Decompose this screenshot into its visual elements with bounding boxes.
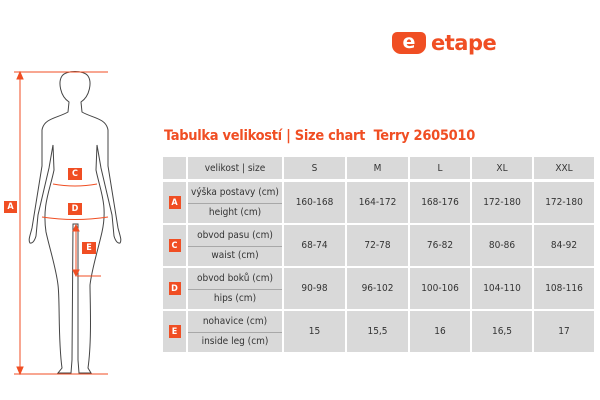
label-czech: výška postavy (cm) xyxy=(188,182,282,204)
corner-cell xyxy=(163,157,186,179)
value-cell: 160-168 xyxy=(284,182,345,223)
body-figure xyxy=(14,70,122,376)
value-cell: 100-106 xyxy=(410,268,470,309)
measurement-badge: E xyxy=(168,325,181,338)
row-label: obvod pasu (cm) waist (cm) xyxy=(188,225,282,266)
figure-label-d: D xyxy=(68,203,82,215)
figure-label-a: A xyxy=(4,201,17,213)
value-cell: 172-180 xyxy=(534,182,594,223)
value-cell: 108-116 xyxy=(534,268,594,309)
value-cell: 76-82 xyxy=(410,225,470,266)
badge-cell: E xyxy=(163,311,186,352)
value-cell: 168-176 xyxy=(410,182,470,223)
page-title: Tabulka velikostí | Size chart Terry 260… xyxy=(164,128,475,144)
row-label: nohavice (cm) inside leg (cm) xyxy=(188,311,282,352)
value-cell: 172-180 xyxy=(472,182,532,223)
value-cell: 68-74 xyxy=(284,225,345,266)
size-column-header: S xyxy=(284,157,345,179)
value-cell: 15 xyxy=(284,311,345,352)
label-english: waist (cm) xyxy=(211,250,259,262)
figure-label-e: E xyxy=(82,242,96,254)
measurement-badge: A xyxy=(168,196,181,209)
label-czech: obvod boků (cm) xyxy=(188,268,282,290)
value-cell: 104-110 xyxy=(472,268,532,309)
body-outline xyxy=(28,71,122,374)
value-cell: 17 xyxy=(534,311,594,352)
value-cell: 164-172 xyxy=(347,182,408,223)
value-cell: 72-78 xyxy=(347,225,408,266)
value-cell: 96-102 xyxy=(347,268,408,309)
label-czech: nohavice (cm) xyxy=(188,311,282,333)
logo-mark: e xyxy=(392,32,426,54)
label-english: inside leg (cm) xyxy=(201,336,269,348)
measurement-badge: C xyxy=(168,239,181,252)
badge-cell: A xyxy=(163,182,186,223)
value-cell: 16,5 xyxy=(472,311,532,352)
row-label: obvod boků (cm) hips (cm) xyxy=(188,268,282,309)
label-english: height (cm) xyxy=(208,207,262,219)
row-label: výška postavy (cm) height (cm) xyxy=(188,182,282,223)
size-column-header: XL xyxy=(472,157,532,179)
value-cell: 15,5 xyxy=(347,311,408,352)
size-column-header: L xyxy=(410,157,470,179)
value-cell: 16 xyxy=(410,311,470,352)
badge-cell: D xyxy=(163,268,186,309)
value-cell: 90-98 xyxy=(284,268,345,309)
figure-label-c: C xyxy=(68,168,82,180)
size-column-header: M xyxy=(347,157,408,179)
value-cell: 80-86 xyxy=(472,225,532,266)
etape-logo: e etape xyxy=(392,31,497,55)
size-column-header: XXL xyxy=(534,157,594,179)
value-cell: 84-92 xyxy=(534,225,594,266)
label-english: hips (cm) xyxy=(213,293,257,305)
measurement-badge: D xyxy=(168,282,181,295)
size-header: velikost | size xyxy=(188,157,282,179)
logo-text: etape xyxy=(431,31,497,55)
label-czech: obvod pasu (cm) xyxy=(188,225,282,247)
badge-cell: C xyxy=(163,225,186,266)
